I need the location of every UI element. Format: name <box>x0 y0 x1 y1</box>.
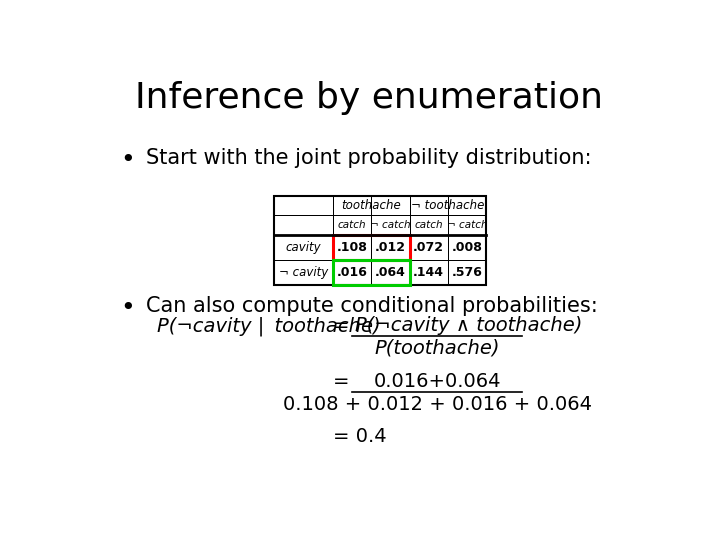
Bar <box>448 196 486 215</box>
Bar <box>372 196 410 215</box>
Text: Inference by enumeration: Inference by enumeration <box>135 82 603 116</box>
Text: 0.016+0.064: 0.016+0.064 <box>374 373 501 392</box>
Bar <box>372 215 410 235</box>
Text: ¬ catch: ¬ catch <box>446 220 487 230</box>
Text: Start with the joint probability distribution:: Start with the joint probability distrib… <box>145 148 591 168</box>
Text: = 0.4: = 0.4 <box>333 427 387 446</box>
Text: •: • <box>121 295 135 320</box>
Text: .008: .008 <box>451 241 482 254</box>
Bar <box>410 260 448 285</box>
Bar <box>274 196 486 285</box>
Bar <box>448 215 486 235</box>
Bar <box>448 235 486 260</box>
Text: toothache: toothache <box>341 199 401 212</box>
Text: .144: .144 <box>413 266 444 279</box>
Bar <box>410 215 448 235</box>
Bar <box>372 235 410 260</box>
Bar <box>410 196 448 215</box>
Bar <box>274 235 333 260</box>
Text: P(¬cavity |  toothache): P(¬cavity | toothache) <box>157 316 381 336</box>
Bar <box>333 260 372 285</box>
Text: =: = <box>333 373 349 392</box>
Text: .108: .108 <box>337 241 367 254</box>
Bar <box>448 260 486 285</box>
Text: ¬ toothache: ¬ toothache <box>411 199 485 212</box>
Text: ¬ cavity: ¬ cavity <box>279 266 328 279</box>
Bar <box>333 235 372 260</box>
Bar <box>372 260 410 285</box>
Text: .072: .072 <box>413 241 444 254</box>
Text: .016: .016 <box>337 266 367 279</box>
Bar <box>274 196 333 215</box>
Text: .012: .012 <box>375 241 406 254</box>
Bar <box>274 260 333 285</box>
Bar <box>333 260 410 285</box>
Text: P(¬cavity ∧ toothache): P(¬cavity ∧ toothache) <box>355 316 582 335</box>
Bar <box>333 196 372 215</box>
Text: ¬ catch: ¬ catch <box>370 220 410 230</box>
Text: Can also compute conditional probabilities:: Can also compute conditional probabiliti… <box>145 295 598 315</box>
Bar <box>274 215 333 235</box>
Text: •: • <box>121 148 135 172</box>
Bar <box>410 235 448 260</box>
Text: .576: .576 <box>451 266 482 279</box>
Text: catch: catch <box>415 220 443 230</box>
Bar <box>333 235 410 260</box>
Text: catch: catch <box>338 220 366 230</box>
Text: 0.108 + 0.012 + 0.016 + 0.064: 0.108 + 0.012 + 0.016 + 0.064 <box>283 395 592 414</box>
Text: .064: .064 <box>375 266 406 279</box>
Text: P(toothache): P(toothache) <box>374 339 500 357</box>
Text: cavity: cavity <box>286 241 321 254</box>
Bar <box>333 215 372 235</box>
Text: =: = <box>333 316 356 335</box>
